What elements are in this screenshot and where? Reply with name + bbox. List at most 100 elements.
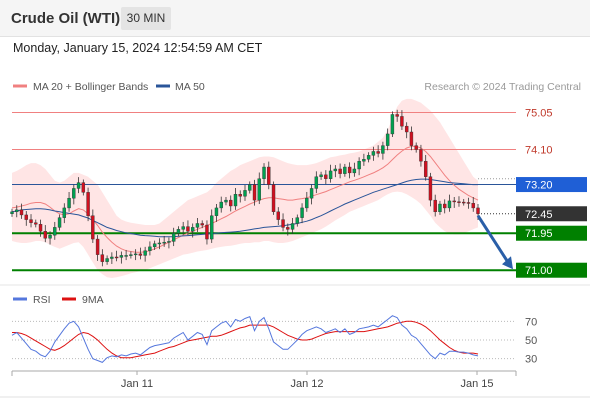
candle-body	[10, 211, 14, 214]
candle-body	[91, 215, 95, 240]
candle-body	[110, 256, 114, 259]
candle-body	[133, 253, 138, 256]
level-label-74.10: 74.10	[525, 145, 553, 157]
candle-body	[152, 243, 157, 248]
instrument-title: Crude Oil (WTI)	[11, 10, 121, 27]
candle-body	[248, 184, 252, 191]
candle-body	[457, 201, 461, 203]
candle-body	[476, 207, 480, 214]
candle-body	[300, 207, 304, 218]
candle-body	[124, 255, 128, 257]
time-tick-label-jan-15: Jan 15	[460, 378, 493, 390]
watermark-text: Research © 2024 Trading Central	[424, 81, 581, 93]
candle-body	[295, 217, 300, 224]
candle-body	[76, 182, 81, 189]
candle-body	[100, 254, 105, 262]
rsi-tick-30: 30	[525, 354, 537, 366]
level-tag-71.95	[516, 225, 587, 241]
candle-body	[385, 133, 390, 146]
candle-body	[205, 224, 209, 240]
candle-body	[176, 229, 181, 234]
candle-body	[338, 168, 342, 174]
candle-body	[200, 223, 204, 226]
candle-body	[262, 166, 266, 179]
candle-body	[129, 254, 133, 256]
candle-body	[233, 194, 238, 207]
candle-body	[224, 199, 228, 203]
candle-body	[333, 168, 338, 172]
candle-body	[286, 227, 290, 230]
candle-body	[53, 227, 57, 236]
candle-body	[86, 192, 90, 216]
candle-body	[438, 203, 442, 213]
candle-body	[15, 209, 19, 213]
candle-body	[452, 200, 456, 203]
candle-body	[186, 226, 190, 232]
candle-body	[67, 197, 71, 209]
header-bar: Crude Oil (WTI) 30 MIN	[0, 0, 590, 37]
legend-label-ma50: MA 50	[175, 81, 205, 93]
candle-body	[219, 201, 223, 209]
candle-body	[462, 201, 466, 204]
rsi-tick-70: 70	[525, 316, 537, 328]
candle-body	[62, 207, 67, 218]
timeframe-button[interactable]: 30 MIN	[121, 7, 171, 30]
candle-body	[362, 159, 366, 162]
candle-body	[433, 199, 437, 213]
candle-body	[95, 238, 100, 255]
candle-body	[105, 258, 109, 262]
candle-body	[267, 166, 271, 185]
candle-body	[381, 145, 385, 154]
candle-body	[466, 202, 471, 204]
level-label-71.95: 71.95	[525, 228, 553, 240]
candle-body	[81, 182, 86, 193]
level-tag-73.20	[516, 177, 587, 193]
level-label-75.05: 75.05	[525, 108, 553, 120]
candle-body	[114, 256, 119, 259]
candle-body	[376, 151, 380, 154]
rsi-tick-50: 50	[525, 335, 537, 347]
candle-body	[24, 214, 28, 220]
time-tick-label-jan-12: Jan 12	[290, 378, 323, 390]
candle-body	[34, 222, 38, 225]
time-tick-label-jan-11: Jan 11	[121, 378, 153, 390]
candle-body	[148, 246, 152, 251]
candle-body	[347, 166, 352, 174]
candle-body	[409, 131, 414, 146]
candle-body	[324, 174, 328, 179]
candle-body	[38, 224, 43, 232]
candle-body	[419, 149, 423, 162]
candle-body	[276, 211, 280, 220]
rsi-line	[11, 315, 479, 363]
candle-body	[195, 223, 200, 228]
candle-body	[471, 203, 475, 209]
candle-body	[352, 168, 357, 174]
candle-body	[181, 226, 185, 230]
legend-label-bollinger: MA 20 + Bollinger Bands	[33, 81, 148, 93]
candle-body	[319, 174, 323, 177]
candle-body	[157, 242, 162, 245]
candle-body	[243, 190, 247, 197]
candle-body	[143, 250, 147, 256]
candle-body	[395, 114, 399, 117]
candle-body	[171, 233, 176, 242]
ma50-line	[11, 178, 478, 238]
level-tag-71.00	[516, 262, 587, 278]
candle-body	[48, 234, 52, 239]
candle-body	[252, 184, 257, 201]
candle-body	[428, 176, 433, 201]
candle-body	[309, 188, 314, 199]
candle-body	[72, 188, 76, 199]
candle-body	[290, 223, 295, 230]
candle-body	[214, 207, 219, 216]
candle-body	[366, 155, 371, 160]
candle-body	[314, 176, 319, 189]
candle-body	[371, 151, 376, 156]
candle-body	[400, 116, 404, 127]
current-price-label: 72.45	[525, 209, 553, 221]
candle-body	[29, 219, 33, 223]
legend-label-9ma: 9MA	[82, 294, 104, 306]
candle-body	[138, 253, 143, 256]
candle-body	[328, 170, 333, 179]
